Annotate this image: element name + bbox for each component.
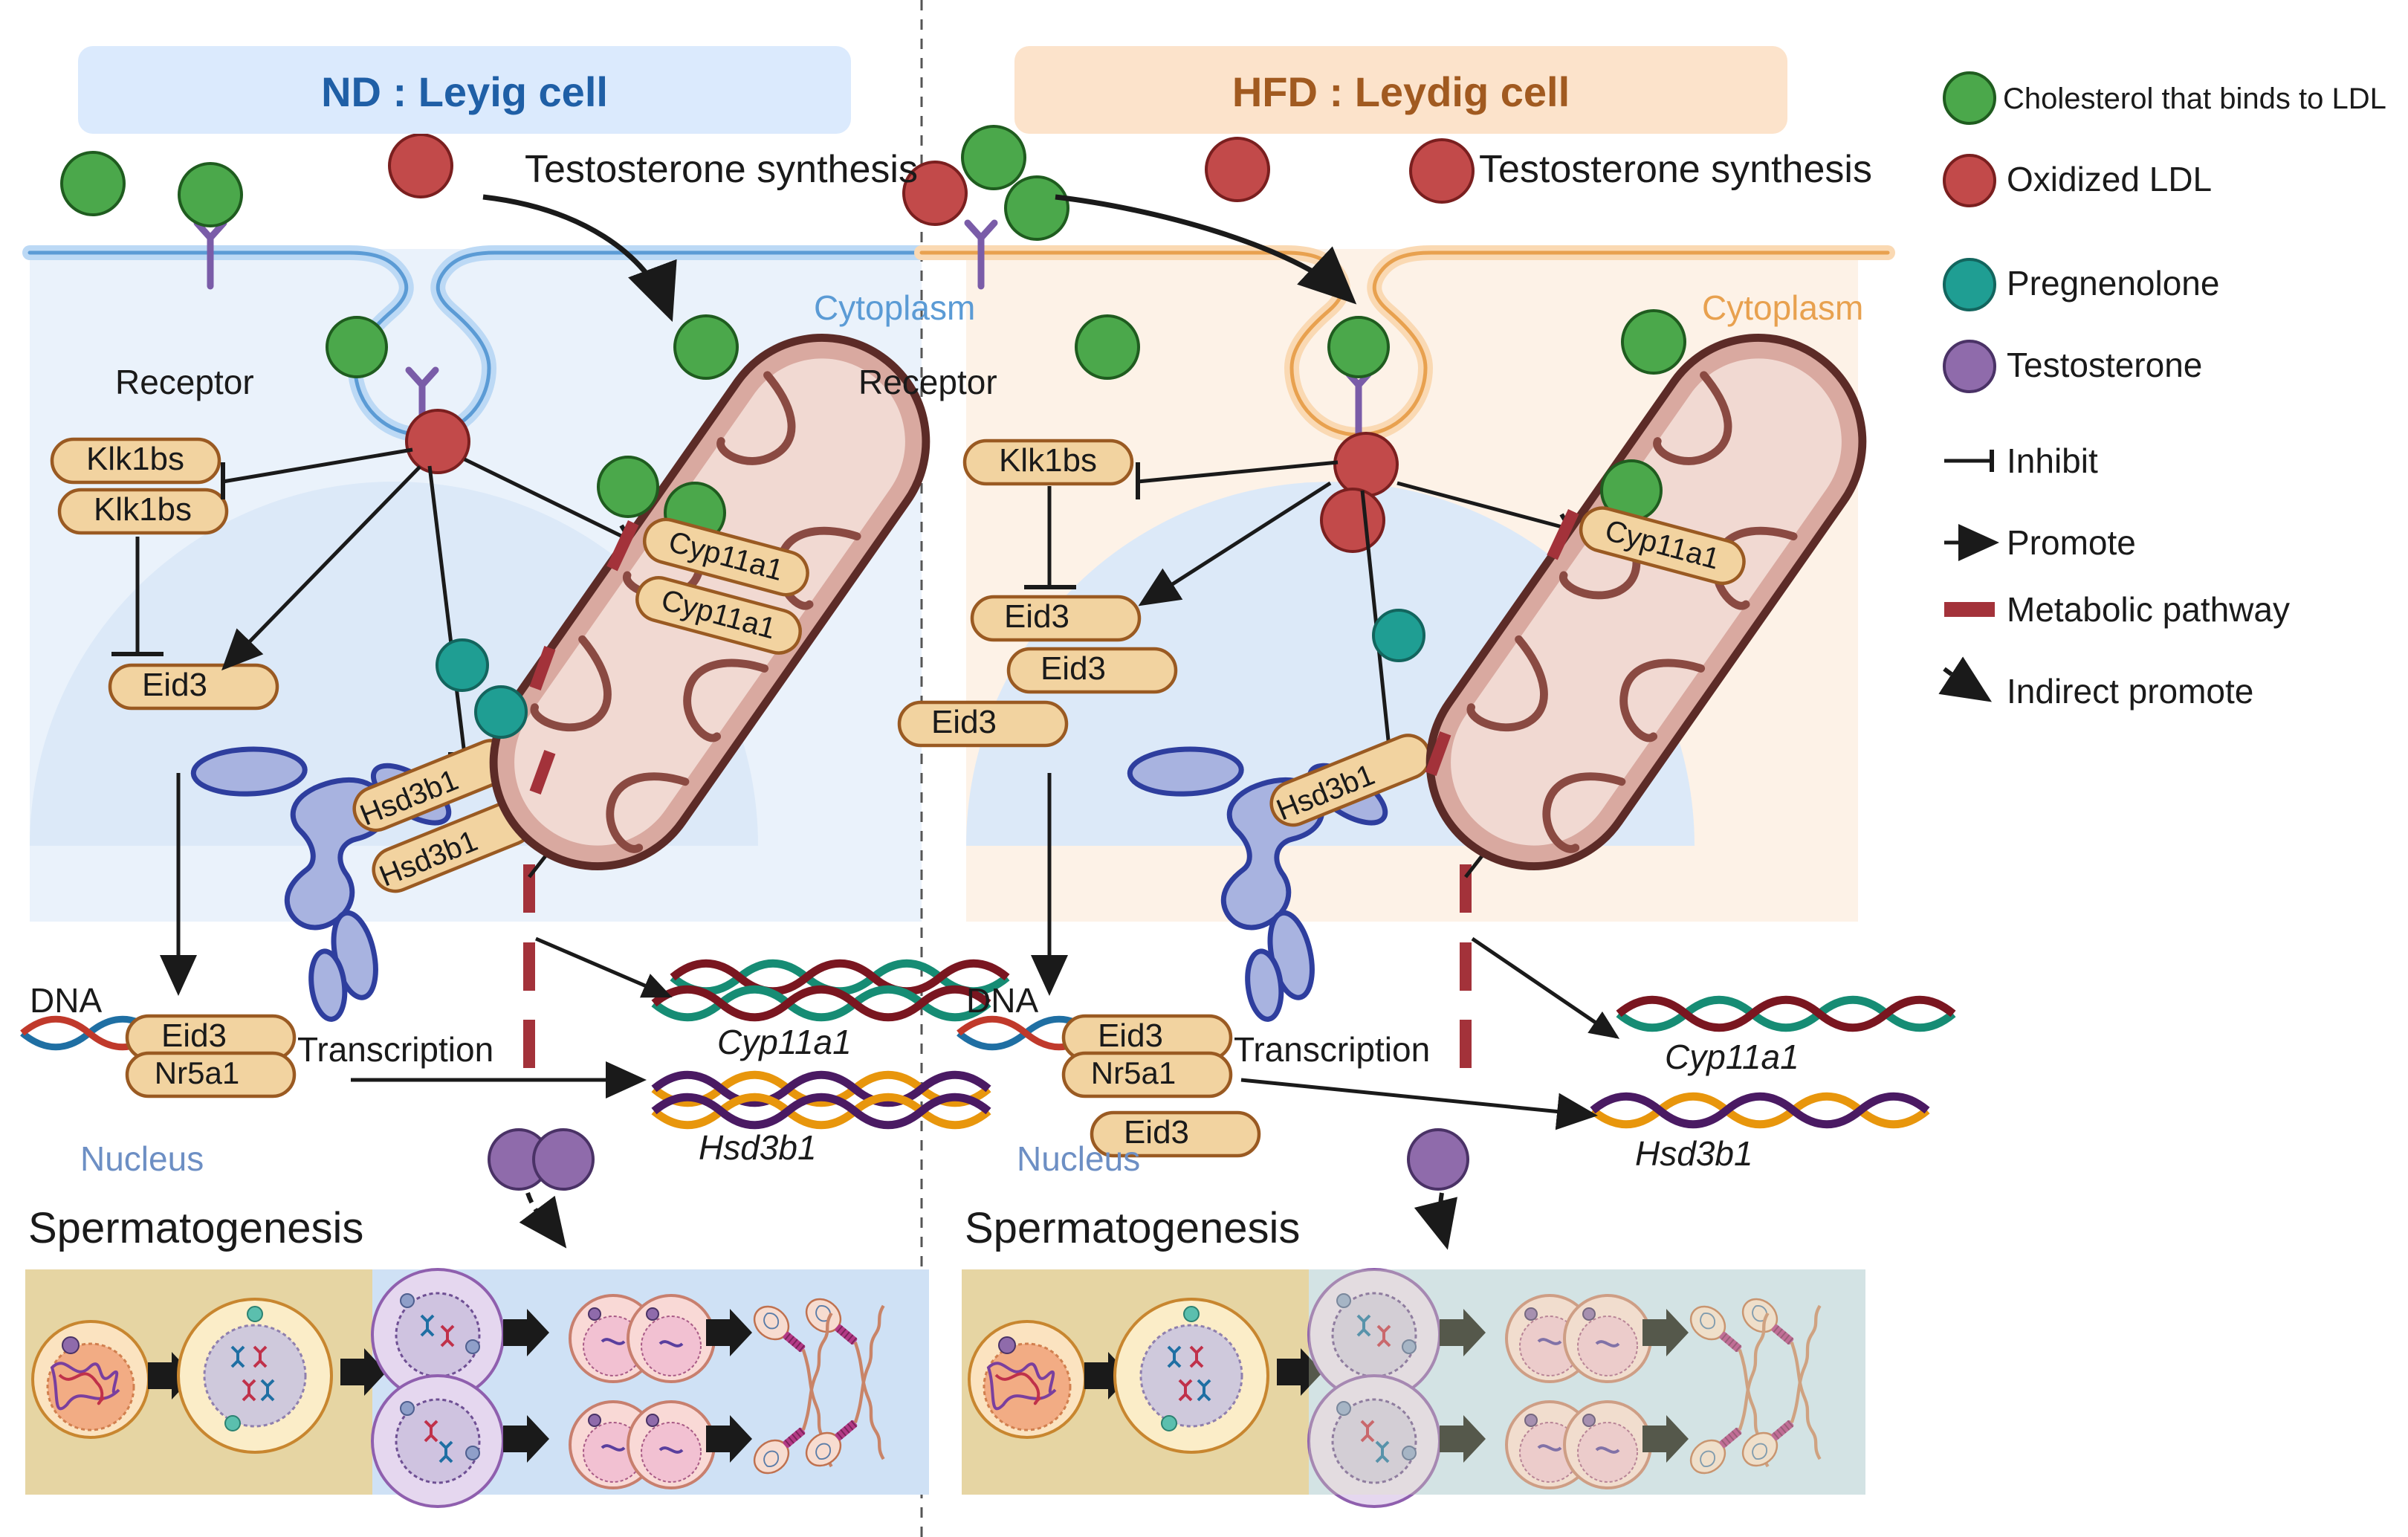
svg-text:Cytoplasm: Cytoplasm bbox=[814, 288, 975, 327]
svg-text:Eid3: Eid3 bbox=[142, 667, 207, 703]
svg-text:Eid3: Eid3 bbox=[931, 704, 997, 740]
svg-text:Hsd3b1: Hsd3b1 bbox=[1635, 1134, 1753, 1173]
svg-text:Spermatogenesis: Spermatogenesis bbox=[965, 1204, 1300, 1252]
svg-text:Cyp11a1: Cyp11a1 bbox=[717, 1023, 852, 1061]
svg-text:Hsd3b1: Hsd3b1 bbox=[699, 1128, 817, 1167]
svg-text:Testosterone synthesis: Testosterone synthesis bbox=[525, 148, 918, 191]
svg-text:Eid3: Eid3 bbox=[1098, 1017, 1163, 1054]
svg-text:Receptor: Receptor bbox=[115, 363, 254, 401]
svg-text:Transcription: Transcription bbox=[297, 1030, 493, 1069]
svg-text:Klk1bs: Klk1bs bbox=[999, 442, 1097, 479]
svg-text:Cytoplasm: Cytoplasm bbox=[1702, 288, 1863, 327]
svg-text:Oxidized LDL: Oxidized LDL bbox=[2007, 160, 2212, 198]
svg-text:Nr5a1: Nr5a1 bbox=[155, 1055, 239, 1090]
svg-text:ND : Leyig cell: ND : Leyig cell bbox=[321, 68, 608, 115]
svg-text:Nucleus: Nucleus bbox=[80, 1139, 204, 1178]
svg-text:Transcription: Transcription bbox=[1234, 1030, 1430, 1069]
svg-text:Indirect promote: Indirect promote bbox=[2007, 672, 2253, 711]
svg-text:Promote: Promote bbox=[2007, 523, 2136, 562]
svg-text:Eid3: Eid3 bbox=[1040, 650, 1106, 687]
svg-text:Klk1bs: Klk1bs bbox=[94, 491, 192, 528]
svg-text:Inhibit: Inhibit bbox=[2007, 441, 2098, 480]
svg-text:Testosterone synthesis: Testosterone synthesis bbox=[1479, 148, 1872, 191]
svg-text:Klk1bs: Klk1bs bbox=[86, 441, 184, 477]
svg-text:Cholesterol that binds to LDL: Cholesterol that binds to LDL bbox=[2003, 82, 2386, 115]
svg-text:Eid3: Eid3 bbox=[161, 1017, 227, 1054]
svg-text:Cyp11a1: Cyp11a1 bbox=[1665, 1038, 1799, 1076]
svg-text:HFD : Leydig cell: HFD : Leydig cell bbox=[1232, 68, 1570, 115]
svg-text:Nr5a1: Nr5a1 bbox=[1091, 1055, 1176, 1090]
svg-text:Eid3: Eid3 bbox=[1004, 598, 1069, 635]
svg-text:Spermatogenesis: Spermatogenesis bbox=[28, 1204, 363, 1252]
svg-text:DNA: DNA bbox=[30, 981, 102, 1020]
svg-text:Pregnenolone: Pregnenolone bbox=[2007, 264, 2219, 302]
svg-text:Metabolic pathway: Metabolic pathway bbox=[2007, 590, 2290, 629]
svg-text:Testosterone: Testosterone bbox=[2007, 346, 2202, 384]
svg-text:Nucleus: Nucleus bbox=[1017, 1139, 1140, 1178]
svg-text:DNA: DNA bbox=[966, 981, 1038, 1020]
svg-text:Receptor: Receptor bbox=[858, 363, 997, 401]
